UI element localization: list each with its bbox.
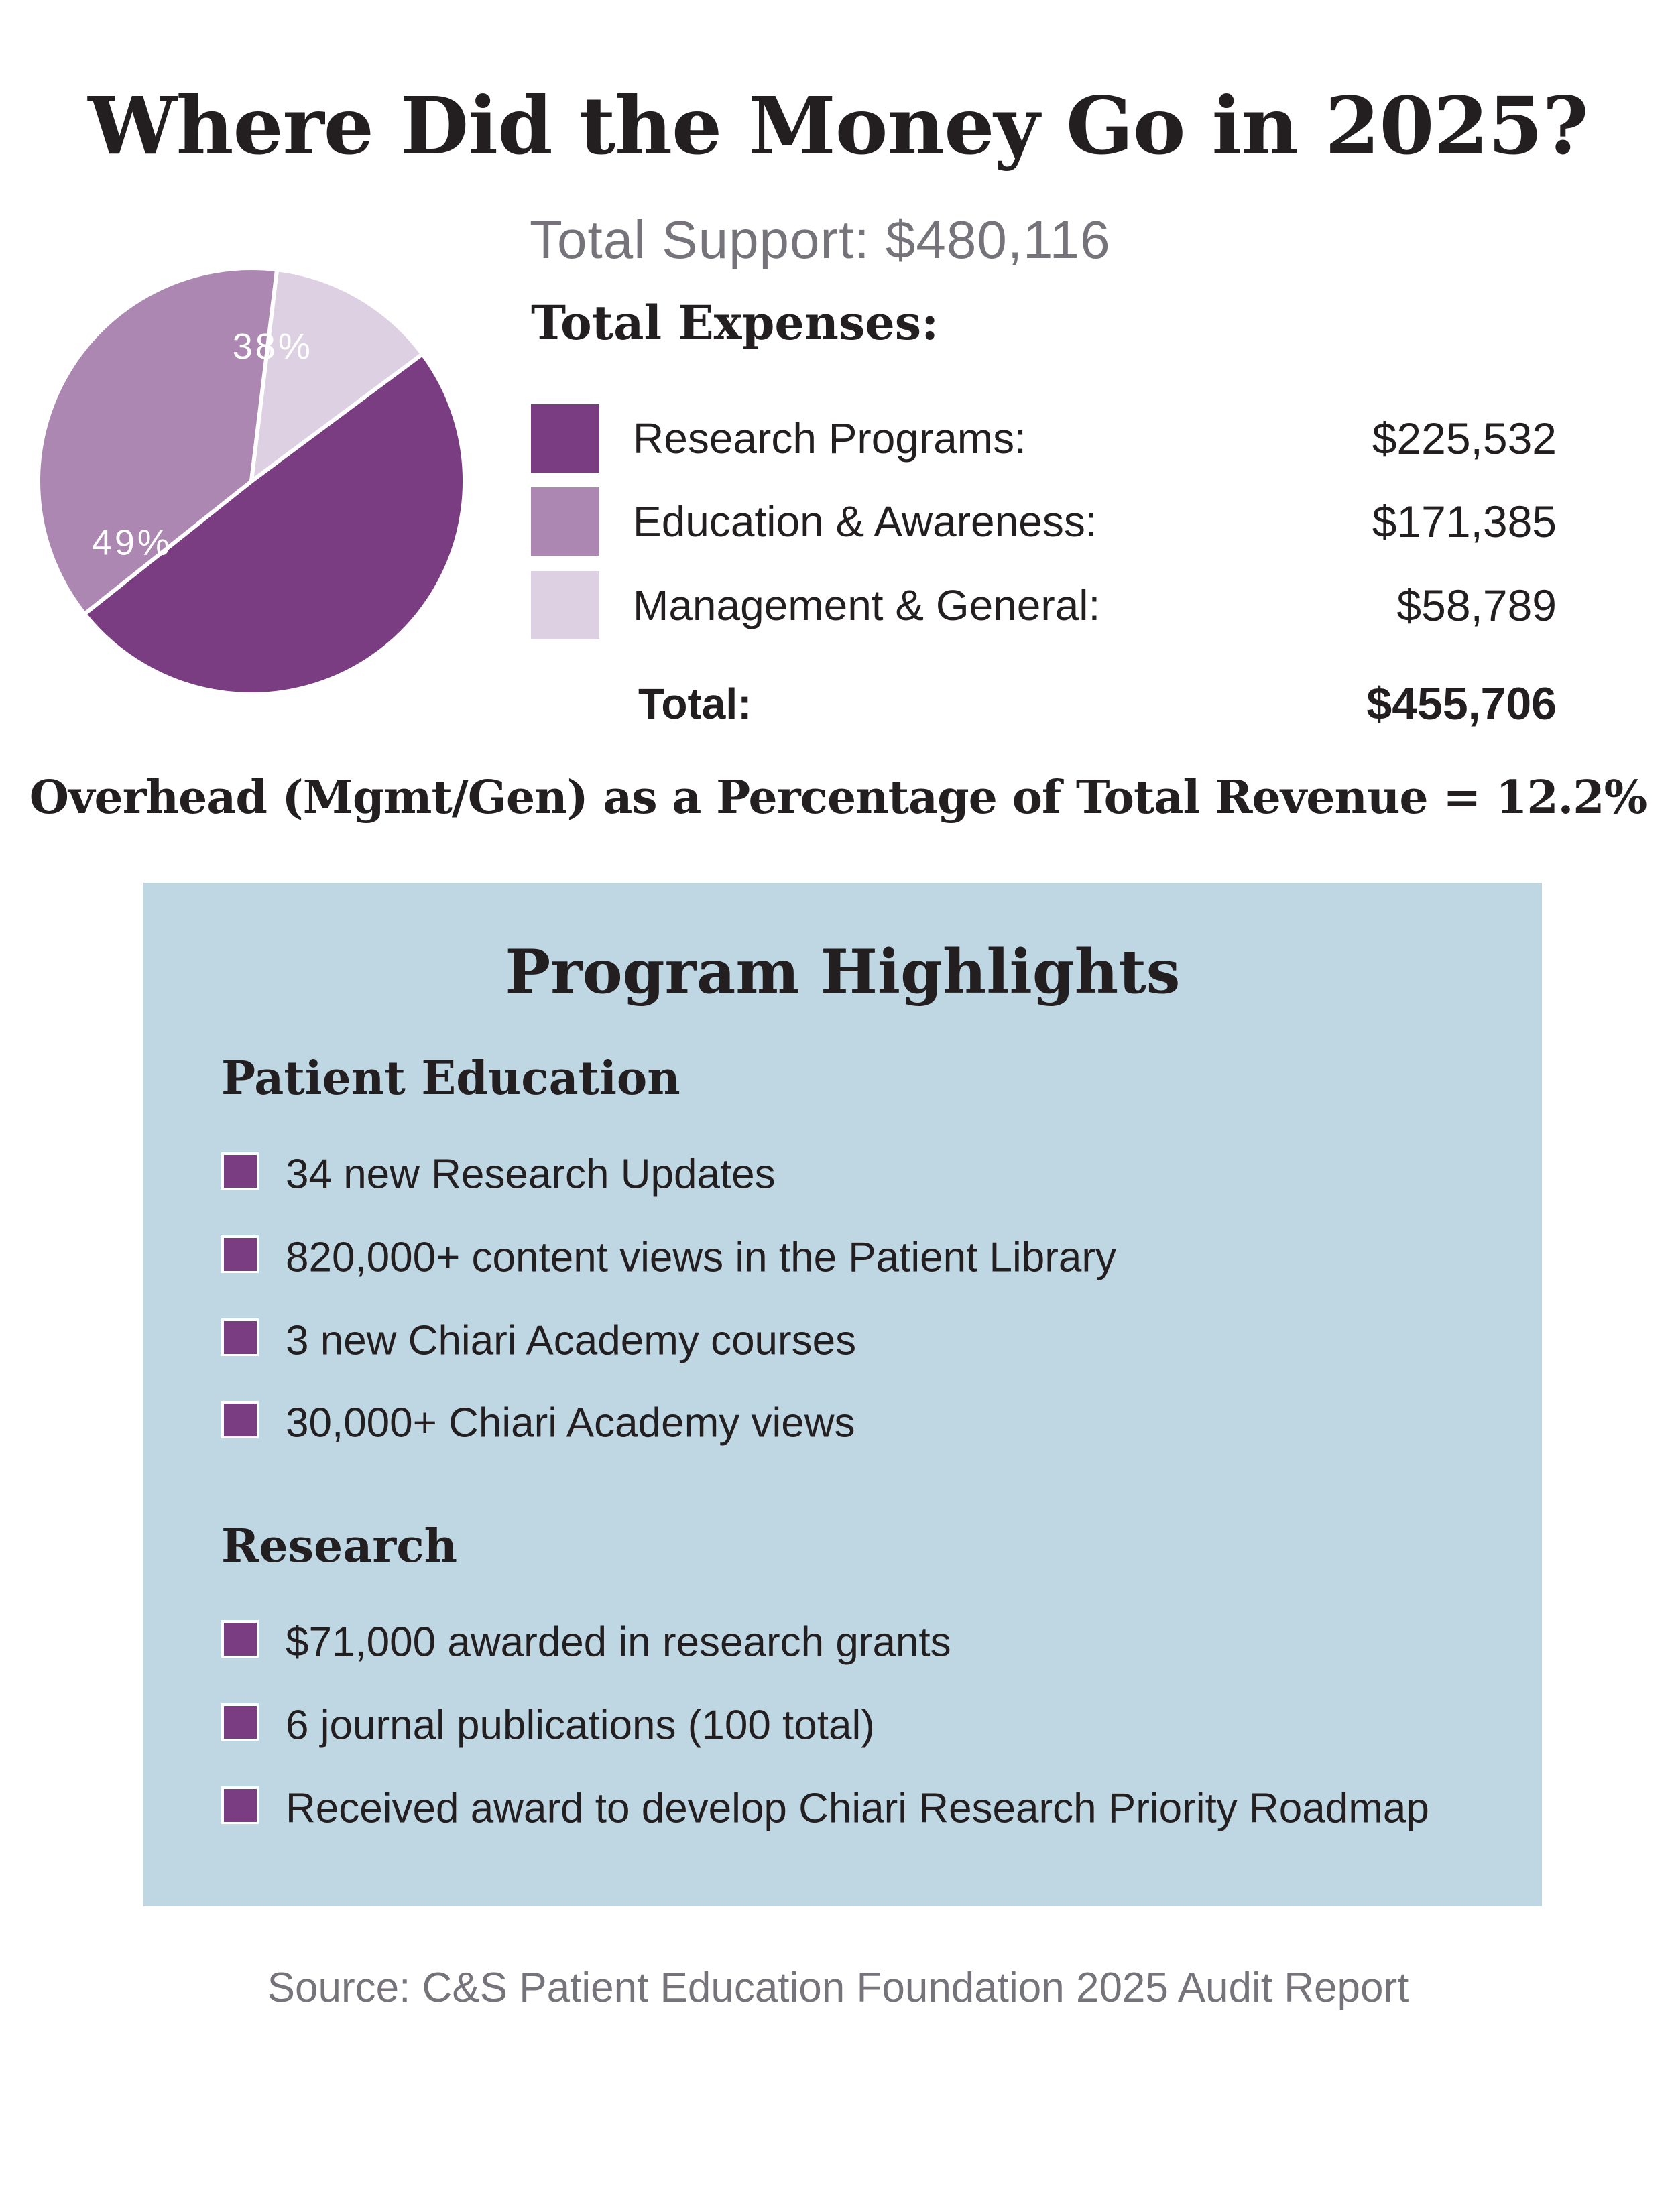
- list-item-text: 30,000+ Chiari Academy views: [286, 1400, 855, 1447]
- highlights-title: Program Highlights: [505, 936, 1181, 1007]
- total-support: Total Support: $480,116: [530, 210, 1111, 269]
- total-row: Total: $455,706: [531, 674, 1557, 734]
- legend-label: Research Programs:: [633, 414, 1026, 463]
- square-bullet-icon: [221, 1786, 259, 1824]
- list-item: 6 journal publications (100 total): [221, 1702, 1529, 1749]
- legend-item-education: Education & Awareness: $171,385: [531, 487, 1557, 556]
- list-item-text: Received award to develop Chiari Researc…: [286, 1785, 1429, 1832]
- section-heading-patient-education: Patient Education: [221, 1052, 680, 1105]
- source-note: Source: C&S Patient Education Foundation…: [267, 1965, 1409, 2011]
- legend-value: $171,385: [1372, 497, 1557, 546]
- list-item: 34 new Research Updates: [221, 1151, 1529, 1198]
- legend-value: $58,789: [1396, 580, 1557, 630]
- list-item: 30,000+ Chiari Academy views: [221, 1400, 1529, 1447]
- list-item-text: 34 new Research Updates: [286, 1151, 776, 1198]
- total-value: $455,706: [1366, 678, 1557, 729]
- list-item-text: 6 journal publications (100 total): [286, 1702, 875, 1749]
- pie-slice-management: [249, 267, 425, 483]
- list-item: 820,000+ content views in the Patient Li…: [221, 1234, 1529, 1281]
- total-label: Total:: [638, 680, 752, 728]
- legend-value: $225,532: [1372, 414, 1557, 463]
- list-item-text: 3 new Chiari Academy courses: [286, 1317, 857, 1364]
- legend-item-management: Management & General: $58,789: [531, 571, 1557, 639]
- legend-swatch-education: [531, 487, 599, 556]
- pie-slice-research: [82, 352, 467, 696]
- list-item: Received award to develop Chiari Researc…: [221, 1785, 1529, 1832]
- pie-slice-education: [36, 266, 280, 616]
- pie-percent-label: 49%: [92, 523, 172, 563]
- square-bullet-icon: [221, 1318, 259, 1356]
- square-bullet-icon: [221, 1235, 259, 1273]
- legend-label: Management & General:: [633, 581, 1101, 629]
- pie-percent-label: 13%: [318, 536, 398, 576]
- list-item-text: $71,000 awarded in research grants: [286, 1619, 951, 1666]
- square-bullet-icon: [221, 1152, 259, 1190]
- list-item-text: 820,000+ content views in the Patient Li…: [286, 1234, 1117, 1281]
- program-highlights-panel: Program Highlights Patient Education 34 …: [143, 883, 1542, 1906]
- legend-item-research: Research Programs: $225,532: [531, 404, 1557, 473]
- square-bullet-icon: [221, 1401, 259, 1438]
- pie-percent-label: 38%: [233, 326, 313, 367]
- square-bullet-icon: [221, 1703, 259, 1741]
- list-item: 3 new Chiari Academy courses: [221, 1317, 1529, 1364]
- legend-label: Education & Awareness:: [633, 497, 1097, 546]
- section-heading-research: Research: [221, 1520, 458, 1573]
- square-bullet-icon: [221, 1620, 259, 1658]
- overhead-statement: Overhead (Mgmt/Gen) as a Percentage of T…: [29, 771, 1648, 824]
- page-title: Where Did the Money Go in 2025?: [88, 79, 1589, 172]
- expenses-pie-chart: 49% 38% 13%: [36, 266, 467, 696]
- legend-swatch-management: [531, 571, 599, 639]
- legend-swatch-research: [531, 404, 599, 473]
- total-expenses-heading: Total Expenses:: [531, 295, 939, 351]
- list-item: $71,000 awarded in research grants: [221, 1619, 1529, 1666]
